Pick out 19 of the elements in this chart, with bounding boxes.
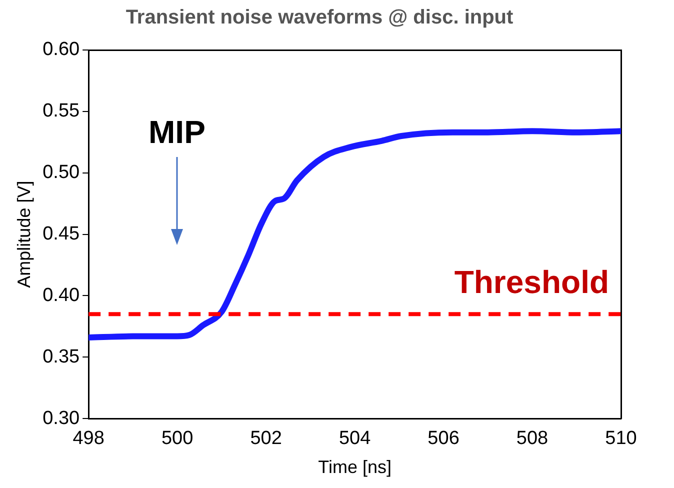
y-tick-label: 0.30	[42, 408, 80, 429]
y-tick-label: 0.35	[42, 346, 80, 368]
y-tick-label: 0.45	[42, 224, 80, 245]
x-tick-label: 500	[161, 428, 194, 450]
chart-title: Transient noise waveforms @ disc. input	[126, 6, 514, 29]
ref-line-label: Threshold	[454, 264, 609, 300]
y-tick-label: 0.50	[42, 162, 80, 184]
x-tick-label: 504	[338, 428, 372, 450]
x-tick-label: 498	[72, 428, 104, 450]
x-tick-label: 508	[516, 428, 548, 450]
annotation: MIP	[148, 114, 206, 150]
y-tick-label: 0.40	[42, 284, 80, 306]
x-tick-label: 510	[605, 428, 637, 450]
x-axis-title: Time [ns]	[318, 457, 392, 478]
y-axis-title: Amplitude [V]	[14, 180, 34, 288]
y-tick-label: 0.60	[42, 39, 80, 60]
x-tick-label: 506	[428, 428, 460, 450]
x-tick-label: 502	[250, 428, 282, 450]
y-tick-label: 0.55	[42, 100, 80, 122]
